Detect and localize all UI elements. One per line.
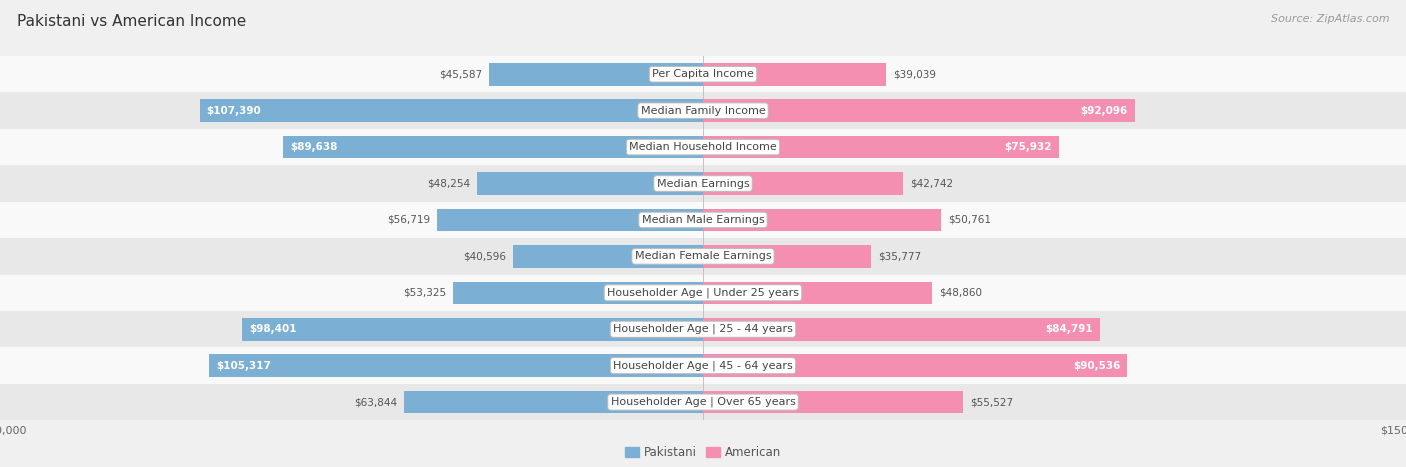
Text: Source: ZipAtlas.com: Source: ZipAtlas.com — [1271, 14, 1389, 24]
Text: $48,254: $48,254 — [426, 178, 470, 189]
Bar — [489, 63, 703, 85]
Bar — [0, 347, 1406, 384]
Bar — [200, 99, 703, 122]
Text: $35,777: $35,777 — [877, 251, 921, 262]
Bar — [703, 172, 903, 195]
Bar — [0, 275, 1406, 311]
Bar — [703, 63, 886, 85]
Bar — [703, 245, 870, 268]
Bar — [209, 354, 703, 377]
Text: $92,096: $92,096 — [1080, 106, 1128, 116]
Text: $105,317: $105,317 — [217, 361, 271, 371]
Text: $40,596: $40,596 — [463, 251, 506, 262]
Bar — [703, 282, 932, 304]
Text: Householder Age | Under 25 years: Householder Age | Under 25 years — [607, 288, 799, 298]
Text: $98,401: $98,401 — [249, 324, 297, 334]
Bar — [703, 99, 1135, 122]
Text: Median Male Earnings: Median Male Earnings — [641, 215, 765, 225]
Bar — [0, 384, 1406, 420]
Text: Median Family Income: Median Family Income — [641, 106, 765, 116]
Bar — [513, 245, 703, 268]
Legend: Pakistani, American: Pakistani, American — [624, 446, 782, 459]
Bar — [0, 129, 1406, 165]
Bar — [0, 92, 1406, 129]
Text: $48,860: $48,860 — [939, 288, 981, 298]
Bar — [437, 209, 703, 231]
Bar — [453, 282, 703, 304]
Text: Per Capita Income: Per Capita Income — [652, 69, 754, 79]
Bar — [0, 165, 1406, 202]
Text: Householder Age | 25 - 44 years: Householder Age | 25 - 44 years — [613, 324, 793, 334]
Text: $90,536: $90,536 — [1073, 361, 1121, 371]
Bar — [703, 209, 941, 231]
Bar — [0, 56, 1406, 92]
Text: Pakistani vs American Income: Pakistani vs American Income — [17, 14, 246, 29]
Text: $89,638: $89,638 — [290, 142, 337, 152]
Bar — [703, 391, 963, 413]
Text: $56,719: $56,719 — [387, 215, 430, 225]
Text: $45,587: $45,587 — [439, 69, 482, 79]
Text: $107,390: $107,390 — [207, 106, 262, 116]
Bar — [0, 311, 1406, 347]
Text: Median Female Earnings: Median Female Earnings — [634, 251, 772, 262]
Text: Householder Age | 45 - 64 years: Householder Age | 45 - 64 years — [613, 361, 793, 371]
Bar — [703, 354, 1128, 377]
Text: $50,761: $50,761 — [948, 215, 991, 225]
Text: $55,527: $55,527 — [970, 397, 1014, 407]
Bar — [0, 202, 1406, 238]
Bar — [703, 318, 1101, 340]
Text: $63,844: $63,844 — [354, 397, 396, 407]
Text: $39,039: $39,039 — [893, 69, 936, 79]
Text: Median Earnings: Median Earnings — [657, 178, 749, 189]
Bar — [703, 136, 1059, 158]
Text: Median Household Income: Median Household Income — [628, 142, 778, 152]
Bar — [477, 172, 703, 195]
Bar — [283, 136, 703, 158]
Text: $53,325: $53,325 — [404, 288, 446, 298]
Text: Householder Age | Over 65 years: Householder Age | Over 65 years — [610, 397, 796, 407]
Text: $75,932: $75,932 — [1004, 142, 1052, 152]
Bar — [404, 391, 703, 413]
Bar — [0, 238, 1406, 275]
Text: $84,791: $84,791 — [1046, 324, 1094, 334]
Text: $42,742: $42,742 — [910, 178, 953, 189]
Bar — [242, 318, 703, 340]
